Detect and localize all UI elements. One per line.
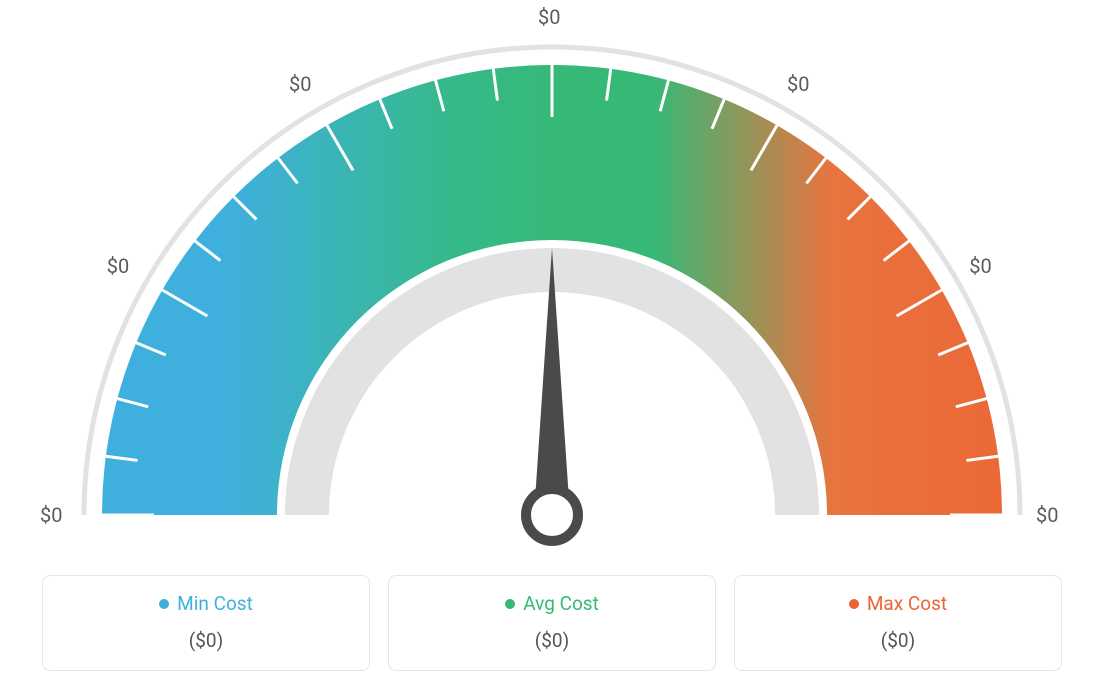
legend-card-max: Max Cost ($0) (734, 575, 1062, 671)
legend-dot-max (849, 599, 859, 609)
legend-value-avg: ($0) (389, 629, 715, 652)
gauge-tick-label: $0 (538, 5, 560, 29)
legend-card-avg: Avg Cost ($0) (388, 575, 716, 671)
gauge-tick-label: $0 (40, 503, 62, 527)
gauge-tick-label: $0 (969, 254, 991, 278)
legend-dot-min (159, 599, 169, 609)
legend-value-max: ($0) (735, 629, 1061, 652)
gauge-chart: $0 $0 $0 $0 $0 $0 $0 (0, 0, 1104, 560)
legend-card-min: Min Cost ($0) (42, 575, 370, 671)
legend-title-avg: Avg Cost (523, 592, 599, 615)
gauge-svg (52, 10, 1052, 550)
gauge-tick-label: $0 (289, 72, 311, 96)
legend-dot-avg (505, 599, 515, 609)
legend-title-min: Min Cost (177, 592, 253, 615)
legend-title-max: Max Cost (867, 592, 947, 615)
gauge-tick-label: $0 (1036, 503, 1058, 527)
legend-value-min: ($0) (43, 629, 369, 652)
legend-row: Min Cost ($0) Avg Cost ($0) Max Cost ($0… (42, 575, 1062, 671)
gauge-tick-label: $0 (107, 254, 129, 278)
gauge-tick-label: $0 (787, 72, 809, 96)
